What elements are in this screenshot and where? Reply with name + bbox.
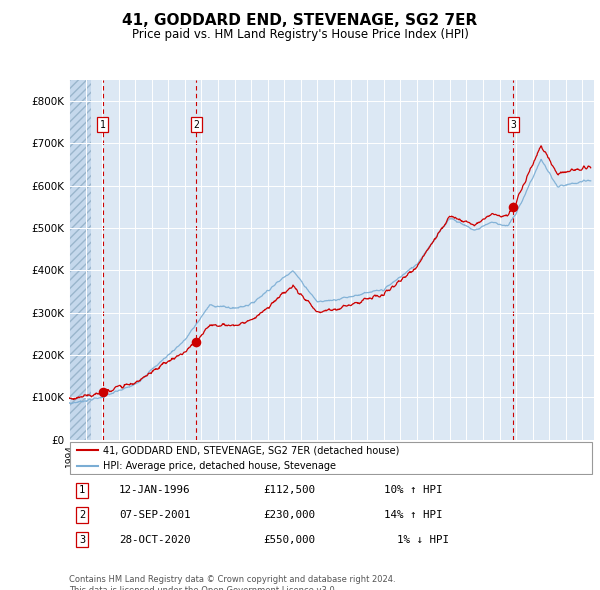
Text: 1% ↓ HPI: 1% ↓ HPI bbox=[384, 535, 449, 545]
Text: £112,500: £112,500 bbox=[263, 486, 315, 495]
Bar bbox=[69, 80, 91, 440]
Text: Price paid vs. HM Land Registry's House Price Index (HPI): Price paid vs. HM Land Registry's House … bbox=[131, 28, 469, 41]
Text: 1: 1 bbox=[100, 120, 106, 130]
Text: £230,000: £230,000 bbox=[263, 510, 315, 520]
Text: 2: 2 bbox=[79, 510, 85, 520]
Text: Contains HM Land Registry data © Crown copyright and database right 2024.
This d: Contains HM Land Registry data © Crown c… bbox=[69, 575, 395, 590]
Text: 41, GODDARD END, STEVENAGE, SG2 7ER (detached house): 41, GODDARD END, STEVENAGE, SG2 7ER (det… bbox=[103, 445, 400, 455]
Text: HPI: Average price, detached house, Stevenage: HPI: Average price, detached house, Stev… bbox=[103, 461, 336, 471]
Point bbox=[508, 202, 518, 211]
Text: 28-OCT-2020: 28-OCT-2020 bbox=[119, 535, 190, 545]
Text: 2: 2 bbox=[193, 120, 199, 130]
Text: 41, GODDARD END, STEVENAGE, SG2 7ER: 41, GODDARD END, STEVENAGE, SG2 7ER bbox=[122, 13, 478, 28]
Text: 1: 1 bbox=[79, 486, 85, 495]
Text: 3: 3 bbox=[510, 120, 516, 130]
Text: 3: 3 bbox=[79, 535, 85, 545]
FancyBboxPatch shape bbox=[70, 442, 592, 474]
Point bbox=[98, 387, 107, 396]
Text: 07-SEP-2001: 07-SEP-2001 bbox=[119, 510, 190, 520]
Text: 12-JAN-1996: 12-JAN-1996 bbox=[119, 486, 190, 495]
Text: 14% ↑ HPI: 14% ↑ HPI bbox=[384, 510, 443, 520]
Point bbox=[191, 337, 201, 347]
Text: £550,000: £550,000 bbox=[263, 535, 315, 545]
Text: 10% ↑ HPI: 10% ↑ HPI bbox=[384, 486, 443, 495]
